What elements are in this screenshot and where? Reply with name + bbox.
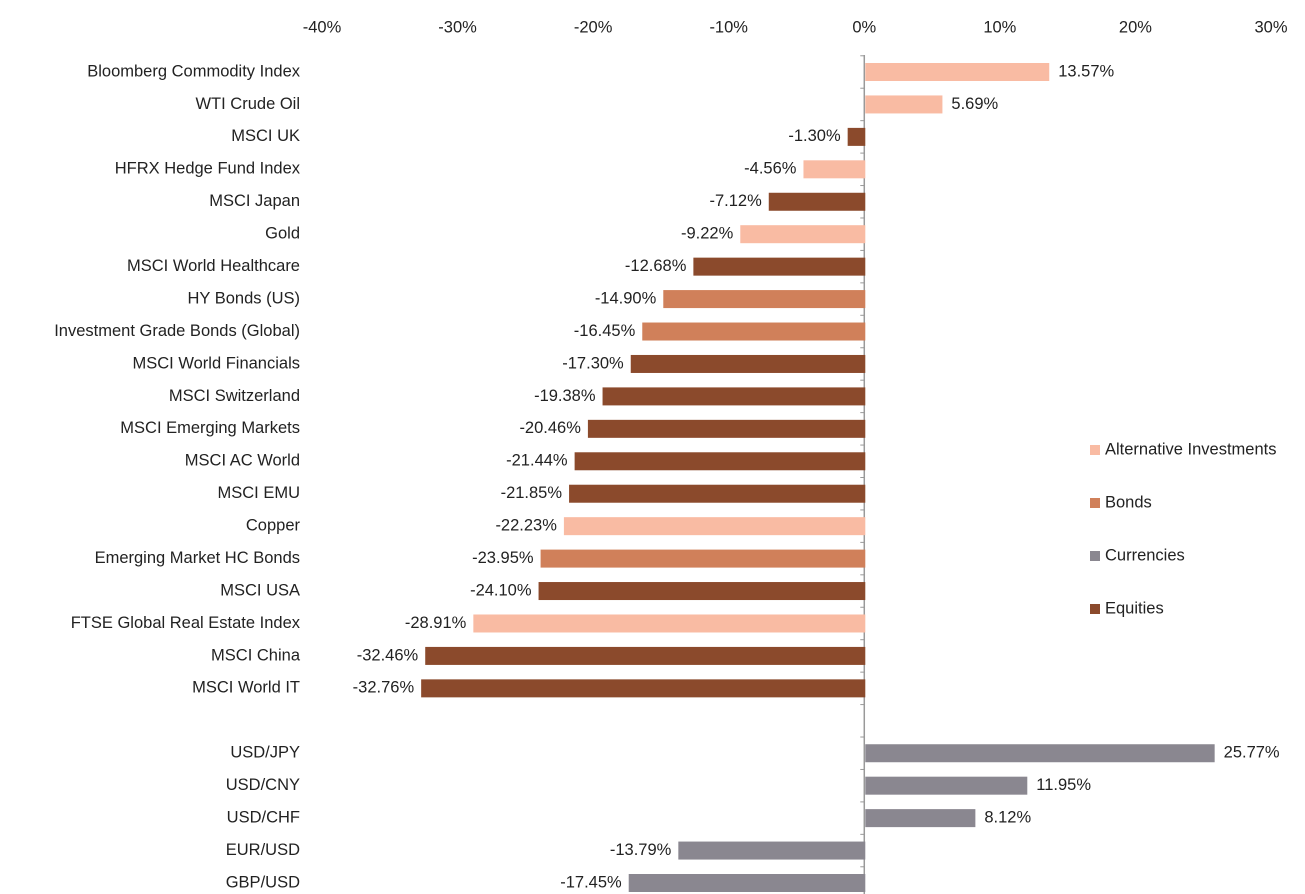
y-tick-label: MSCI World Financials (133, 354, 301, 372)
data-label: -21.85% (501, 484, 563, 502)
y-tick-label: MSCI UK (231, 127, 300, 145)
data-label: -4.56% (744, 160, 797, 178)
data-label: -17.30% (562, 354, 624, 372)
bar (865, 776, 1028, 795)
bar (693, 257, 866, 276)
data-label: -9.22% (681, 225, 734, 243)
data-label: -28.91% (405, 614, 467, 632)
bar (847, 127, 866, 146)
data-label: -16.45% (574, 322, 636, 340)
y-tick-label: HY Bonds (US) (188, 289, 301, 307)
bar (865, 95, 943, 114)
data-label: -13.79% (610, 841, 672, 859)
bar (538, 582, 866, 601)
bar (865, 809, 976, 828)
x-tick-label: 30% (1254, 18, 1287, 36)
bar (425, 646, 866, 665)
data-label: -23.95% (472, 549, 534, 567)
y-tick-label: Emerging Market HC Bonds (95, 549, 300, 567)
y-tick-label: MSCI World IT (192, 679, 300, 697)
x-tick-label: -10% (709, 18, 748, 36)
x-tick-label: 10% (983, 18, 1016, 36)
bar (563, 517, 866, 536)
data-label: 8.12% (984, 808, 1031, 826)
bar (628, 874, 866, 892)
legend-swatch (1090, 604, 1100, 614)
legend-swatch (1090, 445, 1100, 455)
bar (740, 225, 866, 244)
legend-label: Currencies (1105, 546, 1185, 564)
data-label: 25.77% (1224, 744, 1280, 762)
legend-label: Alternative Investments (1105, 440, 1277, 458)
y-tick-label: USD/JPY (230, 744, 300, 762)
data-label: -21.44% (506, 452, 568, 470)
y-tick-label: EUR/USD (226, 841, 300, 859)
bar (630, 354, 866, 373)
bar (602, 387, 866, 406)
bar (663, 290, 866, 309)
legend-swatch (1090, 551, 1100, 561)
y-tick-label: MSCI Emerging Markets (120, 419, 300, 437)
x-tick-label: -20% (574, 18, 613, 36)
bar (421, 679, 866, 698)
legend-label: Bonds (1105, 493, 1152, 511)
legend-label: Equities (1105, 599, 1164, 617)
bar (574, 452, 866, 471)
bar (865, 744, 1215, 763)
bar (768, 192, 866, 211)
x-tick-label: 20% (1119, 18, 1152, 36)
y-tick-label: Bloomberg Commodity Index (87, 62, 301, 80)
y-tick-label: USD/CNY (226, 776, 300, 794)
data-label: 5.69% (951, 95, 998, 113)
bar (569, 484, 866, 503)
data-label: -12.68% (625, 257, 687, 275)
y-tick-label: HFRX Hedge Fund Index (115, 160, 301, 178)
y-tick-label: WTI Crude Oil (195, 95, 300, 113)
data-label: -17.45% (560, 873, 622, 891)
bar (587, 419, 866, 438)
y-tick-label: USD/CHF (227, 808, 300, 826)
y-tick-label: MSCI Japan (209, 192, 300, 210)
y-tick-label: MSCI China (211, 646, 301, 664)
data-label: -1.30% (788, 127, 841, 145)
y-tick-label: MSCI Switzerland (169, 387, 300, 405)
bar (678, 841, 866, 860)
bar (540, 549, 866, 568)
x-tick-label: 0% (852, 18, 876, 36)
data-label: -7.12% (709, 192, 762, 210)
data-label: -32.76% (353, 679, 415, 697)
y-tick-label: GBP/USD (226, 873, 300, 891)
y-tick-label: MSCI USA (220, 581, 300, 599)
y-tick-label: FTSE Global Real Estate Index (71, 614, 301, 632)
legend-swatch (1090, 498, 1100, 508)
bar (865, 63, 1050, 81)
y-tick-label: MSCI World Healthcare (127, 257, 300, 275)
bar (803, 160, 866, 179)
data-label: -19.38% (534, 387, 596, 405)
bar (473, 614, 866, 633)
data-label: -20.46% (519, 419, 581, 437)
data-label: 13.57% (1058, 62, 1114, 80)
data-label: -22.23% (495, 517, 557, 535)
x-tick-label: -30% (438, 18, 477, 36)
data-label: -32.46% (357, 646, 419, 664)
y-tick-label: Investment Grade Bonds (Global) (54, 322, 300, 340)
y-tick-label: MSCI EMU (218, 484, 301, 502)
bar (642, 322, 866, 341)
x-tick-label: -40% (303, 18, 342, 36)
y-tick-label: Copper (246, 517, 301, 535)
data-label: 11.95% (1036, 776, 1091, 794)
y-tick-label: Gold (265, 225, 300, 243)
data-label: -14.90% (595, 289, 657, 307)
y-tick-label: MSCI AC World (185, 452, 300, 470)
data-label: -24.10% (470, 581, 532, 599)
